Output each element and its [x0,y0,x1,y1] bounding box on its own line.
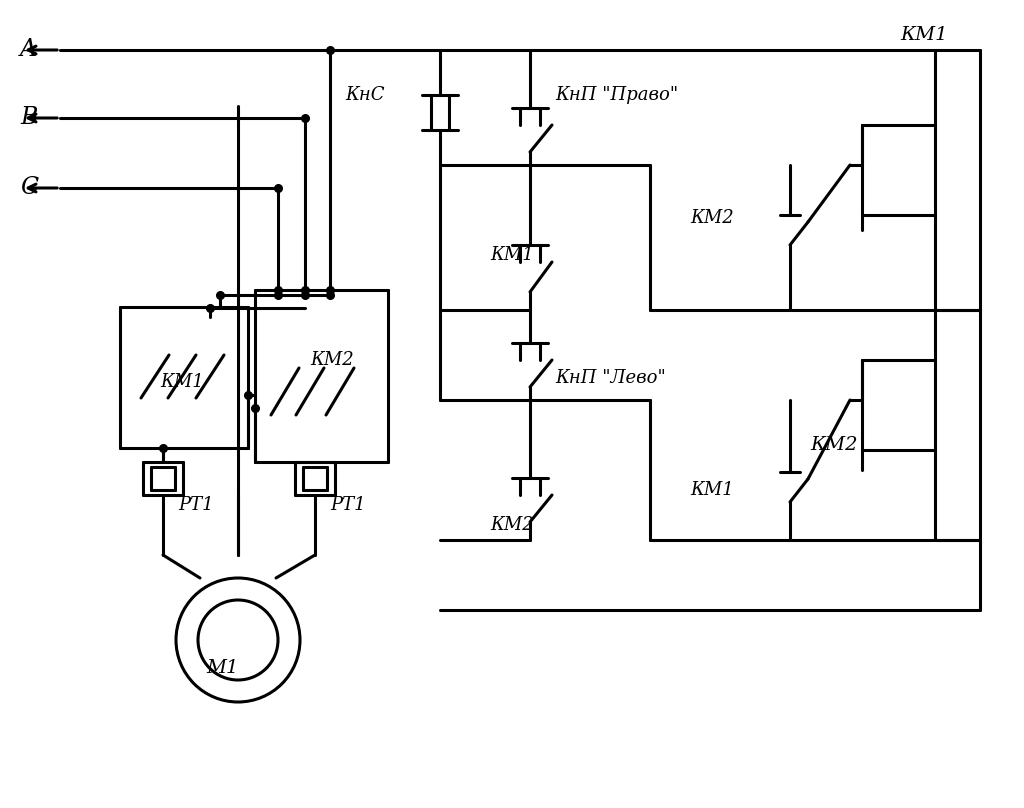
Text: КМ1: КМ1 [490,246,534,264]
Text: B: B [20,107,37,129]
Text: М1: М1 [206,659,239,677]
Text: КМ2: КМ2 [690,209,734,227]
Text: КМ2: КМ2 [490,516,534,534]
Text: C: C [20,176,38,200]
Text: КМ1: КМ1 [160,373,204,391]
Text: КМ1: КМ1 [690,481,734,499]
Text: КМ2: КМ2 [310,351,353,369]
Text: РТ1: РТ1 [330,496,366,514]
Text: РТ1: РТ1 [178,496,214,514]
Text: КМ1: КМ1 [900,26,947,44]
Text: КнП "Лево": КнП "Лево" [555,369,666,387]
Text: КМ2: КМ2 [810,436,857,454]
Text: КнС: КнС [345,86,384,104]
Text: КнП "Право": КнП "Право" [555,86,678,104]
Text: A: A [20,39,37,61]
